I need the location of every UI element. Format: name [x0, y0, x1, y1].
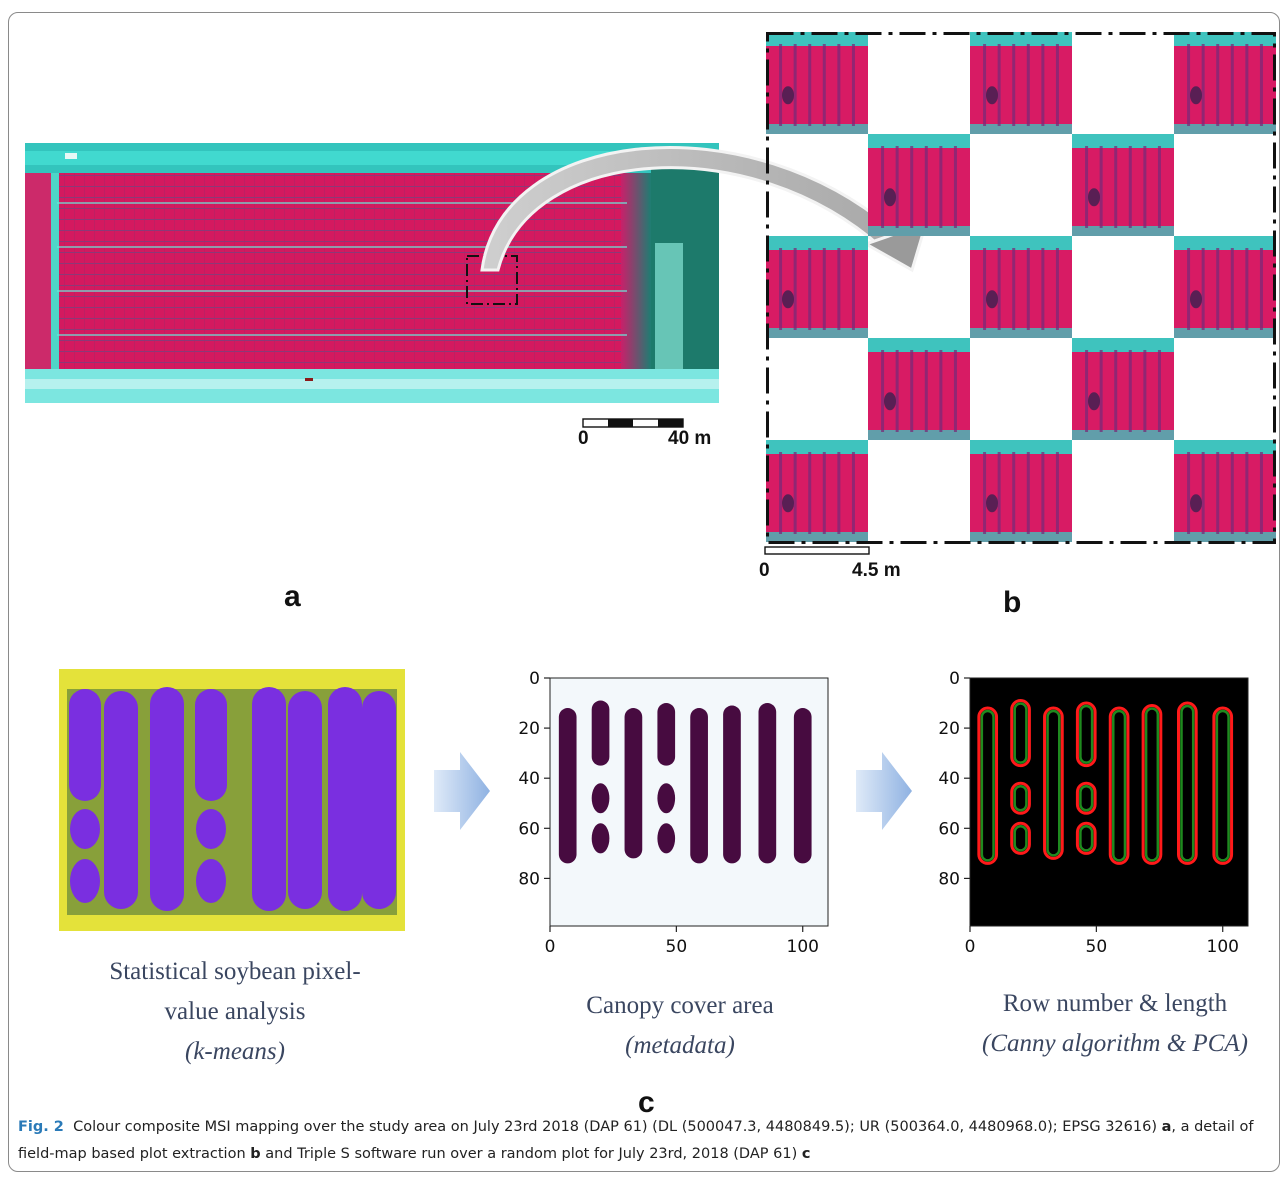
kmeans-row [104, 691, 138, 909]
caption-ref-c: c [801, 1146, 811, 1162]
panel-a-scale-bar [582, 418, 684, 428]
step3-line1: Row number & length [1002, 990, 1228, 1017]
panel-b-scale-bar [764, 546, 870, 555]
y-tick-label: 20 [938, 719, 960, 739]
x-tick-label: 0 [965, 937, 976, 957]
canopy-blob [793, 708, 812, 864]
canopy-blob [624, 708, 643, 859]
plot-tile [970, 32, 1072, 134]
panel-a-orthomosaic [25, 143, 719, 403]
step3-line2-text: (Canny algorithm & PCA) [982, 1030, 1248, 1057]
plot-tile [1072, 338, 1174, 440]
caption-ref-a: a [1161, 1119, 1172, 1135]
canopy-mask-plot: 0 20 40 60 80 0 50 100 [518, 669, 829, 957]
panel-b-letter: b [1003, 586, 1022, 619]
step3-caption: Row number & length (Canny algorithm & P… [950, 984, 1280, 1064]
caption-text-1: Colour composite MSI mapping over the st… [73, 1119, 1162, 1135]
plot-tile [868, 134, 970, 236]
plot-tile [766, 440, 868, 542]
step1-line3-text: (k-means) [185, 1038, 285, 1065]
row-edge-contour [1043, 706, 1064, 860]
panel-b-scale-zero: 0 [759, 560, 770, 581]
figure-frame [8, 12, 1280, 1172]
y-tick-label: 80 [938, 869, 960, 889]
kmeans-plot-image [59, 669, 405, 931]
panel-c-letter: c [638, 1086, 655, 1119]
panel-a-scale-max: 40 m [668, 428, 712, 449]
canopy-blob [591, 700, 610, 854]
kmeans-row [150, 687, 184, 911]
y-tick-label: 40 [938, 769, 960, 789]
panel-a-scale-zero: 0 [578, 428, 589, 449]
canopy-blob [723, 705, 741, 864]
x-tick-label: 50 [1086, 937, 1108, 957]
kmeans-row [362, 691, 396, 909]
process-arrow-2 [856, 752, 912, 830]
kmeans-row [328, 687, 362, 911]
canopy-blob [690, 708, 708, 864]
caption-label: Fig. 2 [18, 1119, 64, 1135]
plot-tile [1072, 134, 1174, 236]
kmeans-row [288, 691, 322, 909]
x-tick-label: 50 [666, 937, 688, 957]
plot-tile [970, 440, 1072, 542]
canopy-blob [657, 703, 676, 854]
step2-line1: Canopy cover area [586, 992, 774, 1019]
step1-line2: value analysis [164, 998, 306, 1025]
row-edge-contour [1075, 701, 1097, 855]
y-tick-label: 20 [518, 719, 540, 739]
plot-tile [1174, 440, 1276, 542]
kmeans-row [69, 689, 101, 903]
kmeans-row [195, 689, 227, 903]
row-edges-plot: 0 20 40 60 80 0 50 100 [938, 669, 1249, 957]
x-tick-label: 100 [787, 937, 819, 957]
step1-line1: Statistical soybean pixel- [109, 958, 361, 985]
plot-tile [1174, 32, 1276, 134]
caption-text-3: and Triple S software run over a random … [260, 1146, 802, 1162]
caption-text-2: , a detail of field-map based plot extra… [18, 1119, 1254, 1162]
caption-ref-b: b [250, 1146, 261, 1162]
y-tick-label: 40 [518, 769, 540, 789]
x-tick-label: 0 [545, 937, 556, 957]
figure-caption: Fig. 2 Colour composite MSI mapping over… [18, 1114, 1276, 1168]
plot-tile [970, 236, 1072, 338]
step2-caption: Canopy cover area (metadata) [530, 986, 830, 1066]
step1-caption: Statistical soybean pixel- value analysi… [70, 952, 400, 1072]
y-tick-label: 80 [518, 869, 540, 889]
row-edge-contour [1177, 701, 1198, 865]
y-tick-label: 60 [938, 819, 960, 839]
panel-a-letter: a [284, 580, 301, 613]
plot-tile [766, 32, 868, 134]
panel-b-plot-grid [766, 32, 1276, 544]
row-edge-contour [977, 706, 999, 865]
x-tick-label: 100 [1207, 937, 1239, 957]
y-tick-label: 0 [529, 669, 540, 689]
step2-line2-text: (metadata) [625, 1032, 735, 1059]
y-tick-label: 0 [949, 669, 960, 689]
row-edge-contour [1212, 706, 1234, 865]
row-edge-contour [1141, 704, 1163, 865]
step2-line2: (metadata) [530, 1026, 830, 1066]
canopy-blob [558, 708, 577, 864]
row-edge-contour [1108, 706, 1130, 865]
canopy-blob [758, 703, 777, 864]
plot-tile [1174, 236, 1276, 338]
row-edge-contour [1010, 699, 1031, 855]
step1-line3: (k-means) [70, 1032, 400, 1072]
step3-line2: (Canny algorithm & PCA) [950, 1024, 1280, 1064]
y-tick-label: 60 [518, 819, 540, 839]
panel-b-scale-max: 4.5 m [852, 560, 901, 581]
plot-tile [766, 236, 868, 338]
kmeans-row [252, 687, 286, 911]
process-arrow-1 [434, 752, 490, 830]
plot-tile [868, 338, 970, 440]
